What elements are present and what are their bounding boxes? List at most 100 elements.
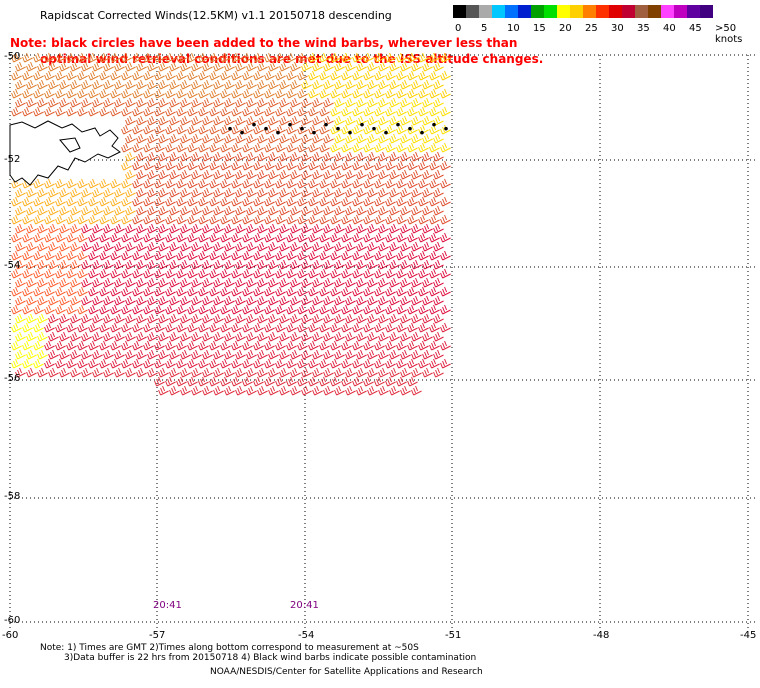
wind-barb <box>99 304 110 315</box>
wind-barb <box>154 88 165 99</box>
wind-barb <box>253 268 264 279</box>
legend-swatch <box>609 5 622 18</box>
wind-barb <box>407 52 418 63</box>
wind-barb <box>275 196 286 207</box>
wind-barb <box>235 277 246 288</box>
wind-barb <box>110 106 121 117</box>
wind-barb <box>341 358 352 369</box>
wind-barb <box>279 277 290 288</box>
wind-barb <box>132 70 143 81</box>
wind-barb <box>202 205 213 216</box>
wind-barb <box>213 115 224 126</box>
wind-barb <box>70 295 81 306</box>
wind-barb <box>253 340 264 351</box>
wind-barb <box>352 214 363 225</box>
wind-barb <box>158 367 169 378</box>
wind-barb <box>209 196 220 207</box>
wind-barb <box>209 106 220 117</box>
wind-barb <box>180 349 191 360</box>
note-line-2: optimal wind retrieval conditions are me… <box>40 52 544 66</box>
wind-barb <box>334 277 345 288</box>
wind-barb <box>81 259 92 270</box>
wind-barb <box>341 160 352 171</box>
wind-barb <box>297 304 308 315</box>
wind-barb <box>334 169 345 180</box>
wind-barb <box>308 70 319 81</box>
wind-barb <box>407 70 418 81</box>
wind-barb <box>147 187 158 198</box>
wind-barb <box>92 313 103 324</box>
wind-barb <box>253 88 264 99</box>
wind-barb <box>231 88 242 99</box>
wind-barb <box>374 376 385 387</box>
wind-barb <box>235 115 246 126</box>
wind-barb <box>367 187 378 198</box>
wind-barb <box>286 196 297 207</box>
wind-barb <box>176 268 187 279</box>
wind-barb <box>121 106 132 117</box>
wind-barb <box>33 214 44 225</box>
wind-barb <box>290 133 301 144</box>
wind-barb <box>334 97 345 108</box>
wind-barb <box>26 187 37 198</box>
wind-barb <box>246 133 257 144</box>
wind-barb <box>242 322 253 333</box>
wind-barb <box>70 259 81 270</box>
wind-barb <box>264 52 275 63</box>
wind-barb <box>37 295 48 306</box>
wind-barb <box>330 70 341 81</box>
wind-barb <box>103 295 114 306</box>
wind-barb <box>66 106 77 117</box>
wind-barb <box>81 313 92 324</box>
wind-barb <box>352 232 363 243</box>
wind-barb <box>400 133 411 144</box>
wind-barb <box>264 376 275 387</box>
wind-barb <box>143 268 154 279</box>
wind-barb <box>363 106 374 117</box>
wind-barb <box>103 241 114 252</box>
wind-barb <box>121 214 132 225</box>
wind-barb <box>187 142 198 153</box>
wind-barb <box>268 277 279 288</box>
wind-barb <box>433 151 444 162</box>
wind-barb <box>169 169 180 180</box>
wind-barb <box>378 259 389 270</box>
wind-barb <box>66 268 77 279</box>
wind-barb <box>363 178 374 189</box>
wind-barb <box>422 349 433 360</box>
wind-barb <box>11 52 22 63</box>
wind-barb <box>308 304 319 315</box>
wind-barb <box>224 223 235 234</box>
wind-barb <box>246 79 257 90</box>
wind-barb <box>345 367 356 378</box>
wind-barb <box>363 232 374 243</box>
wind-barb <box>169 241 180 252</box>
wind-barb <box>297 232 308 243</box>
wind-barb <box>429 358 440 369</box>
wind-barb <box>231 196 242 207</box>
wind-barb <box>198 196 209 207</box>
wind-barb <box>191 367 202 378</box>
wind-barb <box>330 322 341 333</box>
wind-barb <box>231 160 242 171</box>
wind-barb <box>147 331 158 342</box>
wind-barb <box>11 268 22 279</box>
wind-barb <box>77 70 88 81</box>
wind-barb <box>279 259 290 270</box>
wind-barb <box>191 223 202 234</box>
wind-barb <box>356 97 367 108</box>
wind-barb <box>15 277 26 288</box>
wind-barb <box>279 187 290 198</box>
footer-note-1: Note: 1) Times are GMT 2)Times along bot… <box>40 643 419 653</box>
wind-barb <box>268 205 279 216</box>
wind-barb <box>356 79 367 90</box>
wind-barb <box>422 313 433 324</box>
wind-barb <box>246 349 257 360</box>
wind-barb <box>191 115 202 126</box>
wind-barb <box>411 115 422 126</box>
wind-barb <box>198 340 209 351</box>
wind-barb <box>275 268 286 279</box>
wind-barb <box>48 205 59 216</box>
wind-barb <box>213 61 224 72</box>
wind-barb <box>385 268 396 279</box>
